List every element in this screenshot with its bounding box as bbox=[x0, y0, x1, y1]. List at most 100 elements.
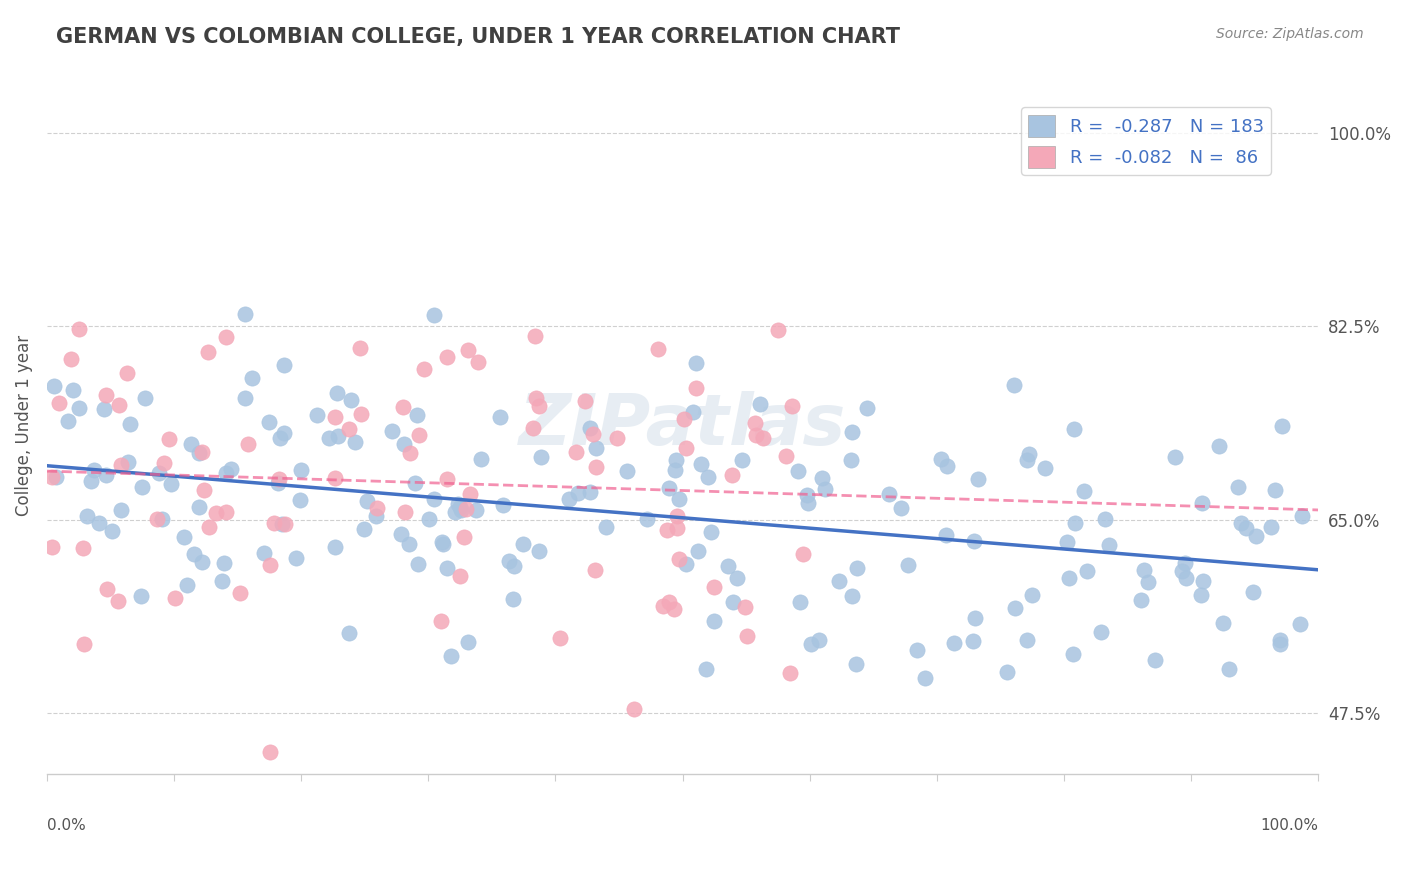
Point bbox=[205, 506, 228, 520]
Point bbox=[457, 635, 479, 649]
Point bbox=[422, 491, 444, 506]
Point bbox=[404, 475, 426, 490]
Point bbox=[1189, 588, 1212, 602]
Point bbox=[366, 501, 388, 516]
Point bbox=[775, 450, 797, 464]
Point bbox=[398, 537, 420, 551]
Point bbox=[1062, 647, 1084, 661]
Point bbox=[666, 521, 689, 535]
Point bbox=[792, 547, 814, 561]
Point bbox=[582, 427, 605, 442]
Point bbox=[163, 591, 186, 605]
Point bbox=[585, 442, 607, 456]
Point bbox=[503, 558, 526, 573]
Point bbox=[567, 486, 589, 500]
Point bbox=[41, 540, 63, 554]
Point bbox=[180, 437, 202, 451]
Point bbox=[717, 558, 740, 573]
Point bbox=[1268, 637, 1291, 651]
Point bbox=[789, 595, 811, 609]
Point bbox=[418, 511, 440, 525]
Point bbox=[749, 397, 772, 411]
Point bbox=[1017, 452, 1039, 467]
Point bbox=[839, 453, 862, 467]
Point bbox=[350, 407, 373, 421]
Point bbox=[238, 437, 260, 451]
Point bbox=[963, 533, 986, 548]
Point bbox=[890, 501, 912, 516]
Point bbox=[779, 665, 801, 680]
Point bbox=[636, 511, 658, 525]
Point bbox=[695, 662, 717, 676]
Point bbox=[752, 431, 775, 445]
Point bbox=[432, 537, 454, 551]
Point bbox=[685, 356, 707, 370]
Point bbox=[253, 546, 276, 560]
Point bbox=[548, 631, 571, 645]
Point bbox=[744, 416, 766, 430]
Point bbox=[406, 408, 429, 422]
Point bbox=[1143, 652, 1166, 666]
Point bbox=[1073, 483, 1095, 498]
Point bbox=[1212, 616, 1234, 631]
Point bbox=[269, 431, 291, 445]
Point bbox=[110, 458, 132, 473]
Point bbox=[443, 505, 465, 519]
Point bbox=[1137, 574, 1160, 589]
Point bbox=[524, 328, 547, 343]
Point bbox=[67, 401, 90, 416]
Point bbox=[59, 351, 82, 366]
Point bbox=[325, 385, 347, 400]
Point bbox=[664, 602, 686, 616]
Point bbox=[1175, 571, 1198, 585]
Point bbox=[233, 307, 256, 321]
Point bbox=[211, 574, 233, 588]
Point bbox=[929, 451, 952, 466]
Point bbox=[664, 463, 686, 477]
Point bbox=[408, 557, 430, 571]
Point bbox=[240, 371, 263, 385]
Point bbox=[117, 454, 139, 468]
Point bbox=[391, 400, 413, 414]
Point bbox=[107, 594, 129, 608]
Point bbox=[498, 554, 520, 568]
Point bbox=[845, 657, 868, 672]
Point bbox=[703, 580, 725, 594]
Point bbox=[191, 445, 214, 459]
Point bbox=[76, 508, 98, 523]
Point bbox=[1271, 418, 1294, 433]
Point bbox=[449, 500, 471, 515]
Point bbox=[187, 446, 209, 460]
Point bbox=[96, 582, 118, 596]
Point bbox=[176, 578, 198, 592]
Point bbox=[454, 501, 477, 516]
Point bbox=[1094, 512, 1116, 526]
Point bbox=[449, 568, 471, 582]
Point bbox=[682, 405, 704, 419]
Point bbox=[512, 537, 534, 551]
Point bbox=[150, 512, 173, 526]
Point bbox=[110, 503, 132, 517]
Point bbox=[273, 358, 295, 372]
Point bbox=[263, 516, 285, 531]
Point bbox=[148, 466, 170, 480]
Point bbox=[1268, 632, 1291, 647]
Point bbox=[67, 321, 90, 335]
Point bbox=[72, 541, 94, 555]
Point bbox=[131, 479, 153, 493]
Point bbox=[191, 555, 214, 569]
Point bbox=[689, 458, 711, 472]
Point bbox=[447, 497, 470, 511]
Point bbox=[583, 563, 606, 577]
Point bbox=[652, 599, 675, 613]
Point bbox=[323, 471, 346, 485]
Point bbox=[942, 636, 965, 650]
Point bbox=[1174, 556, 1197, 570]
Point bbox=[1244, 528, 1267, 542]
Point bbox=[905, 643, 928, 657]
Point bbox=[966, 472, 988, 486]
Point bbox=[212, 557, 235, 571]
Point bbox=[323, 409, 346, 424]
Point bbox=[800, 637, 823, 651]
Point bbox=[432, 534, 454, 549]
